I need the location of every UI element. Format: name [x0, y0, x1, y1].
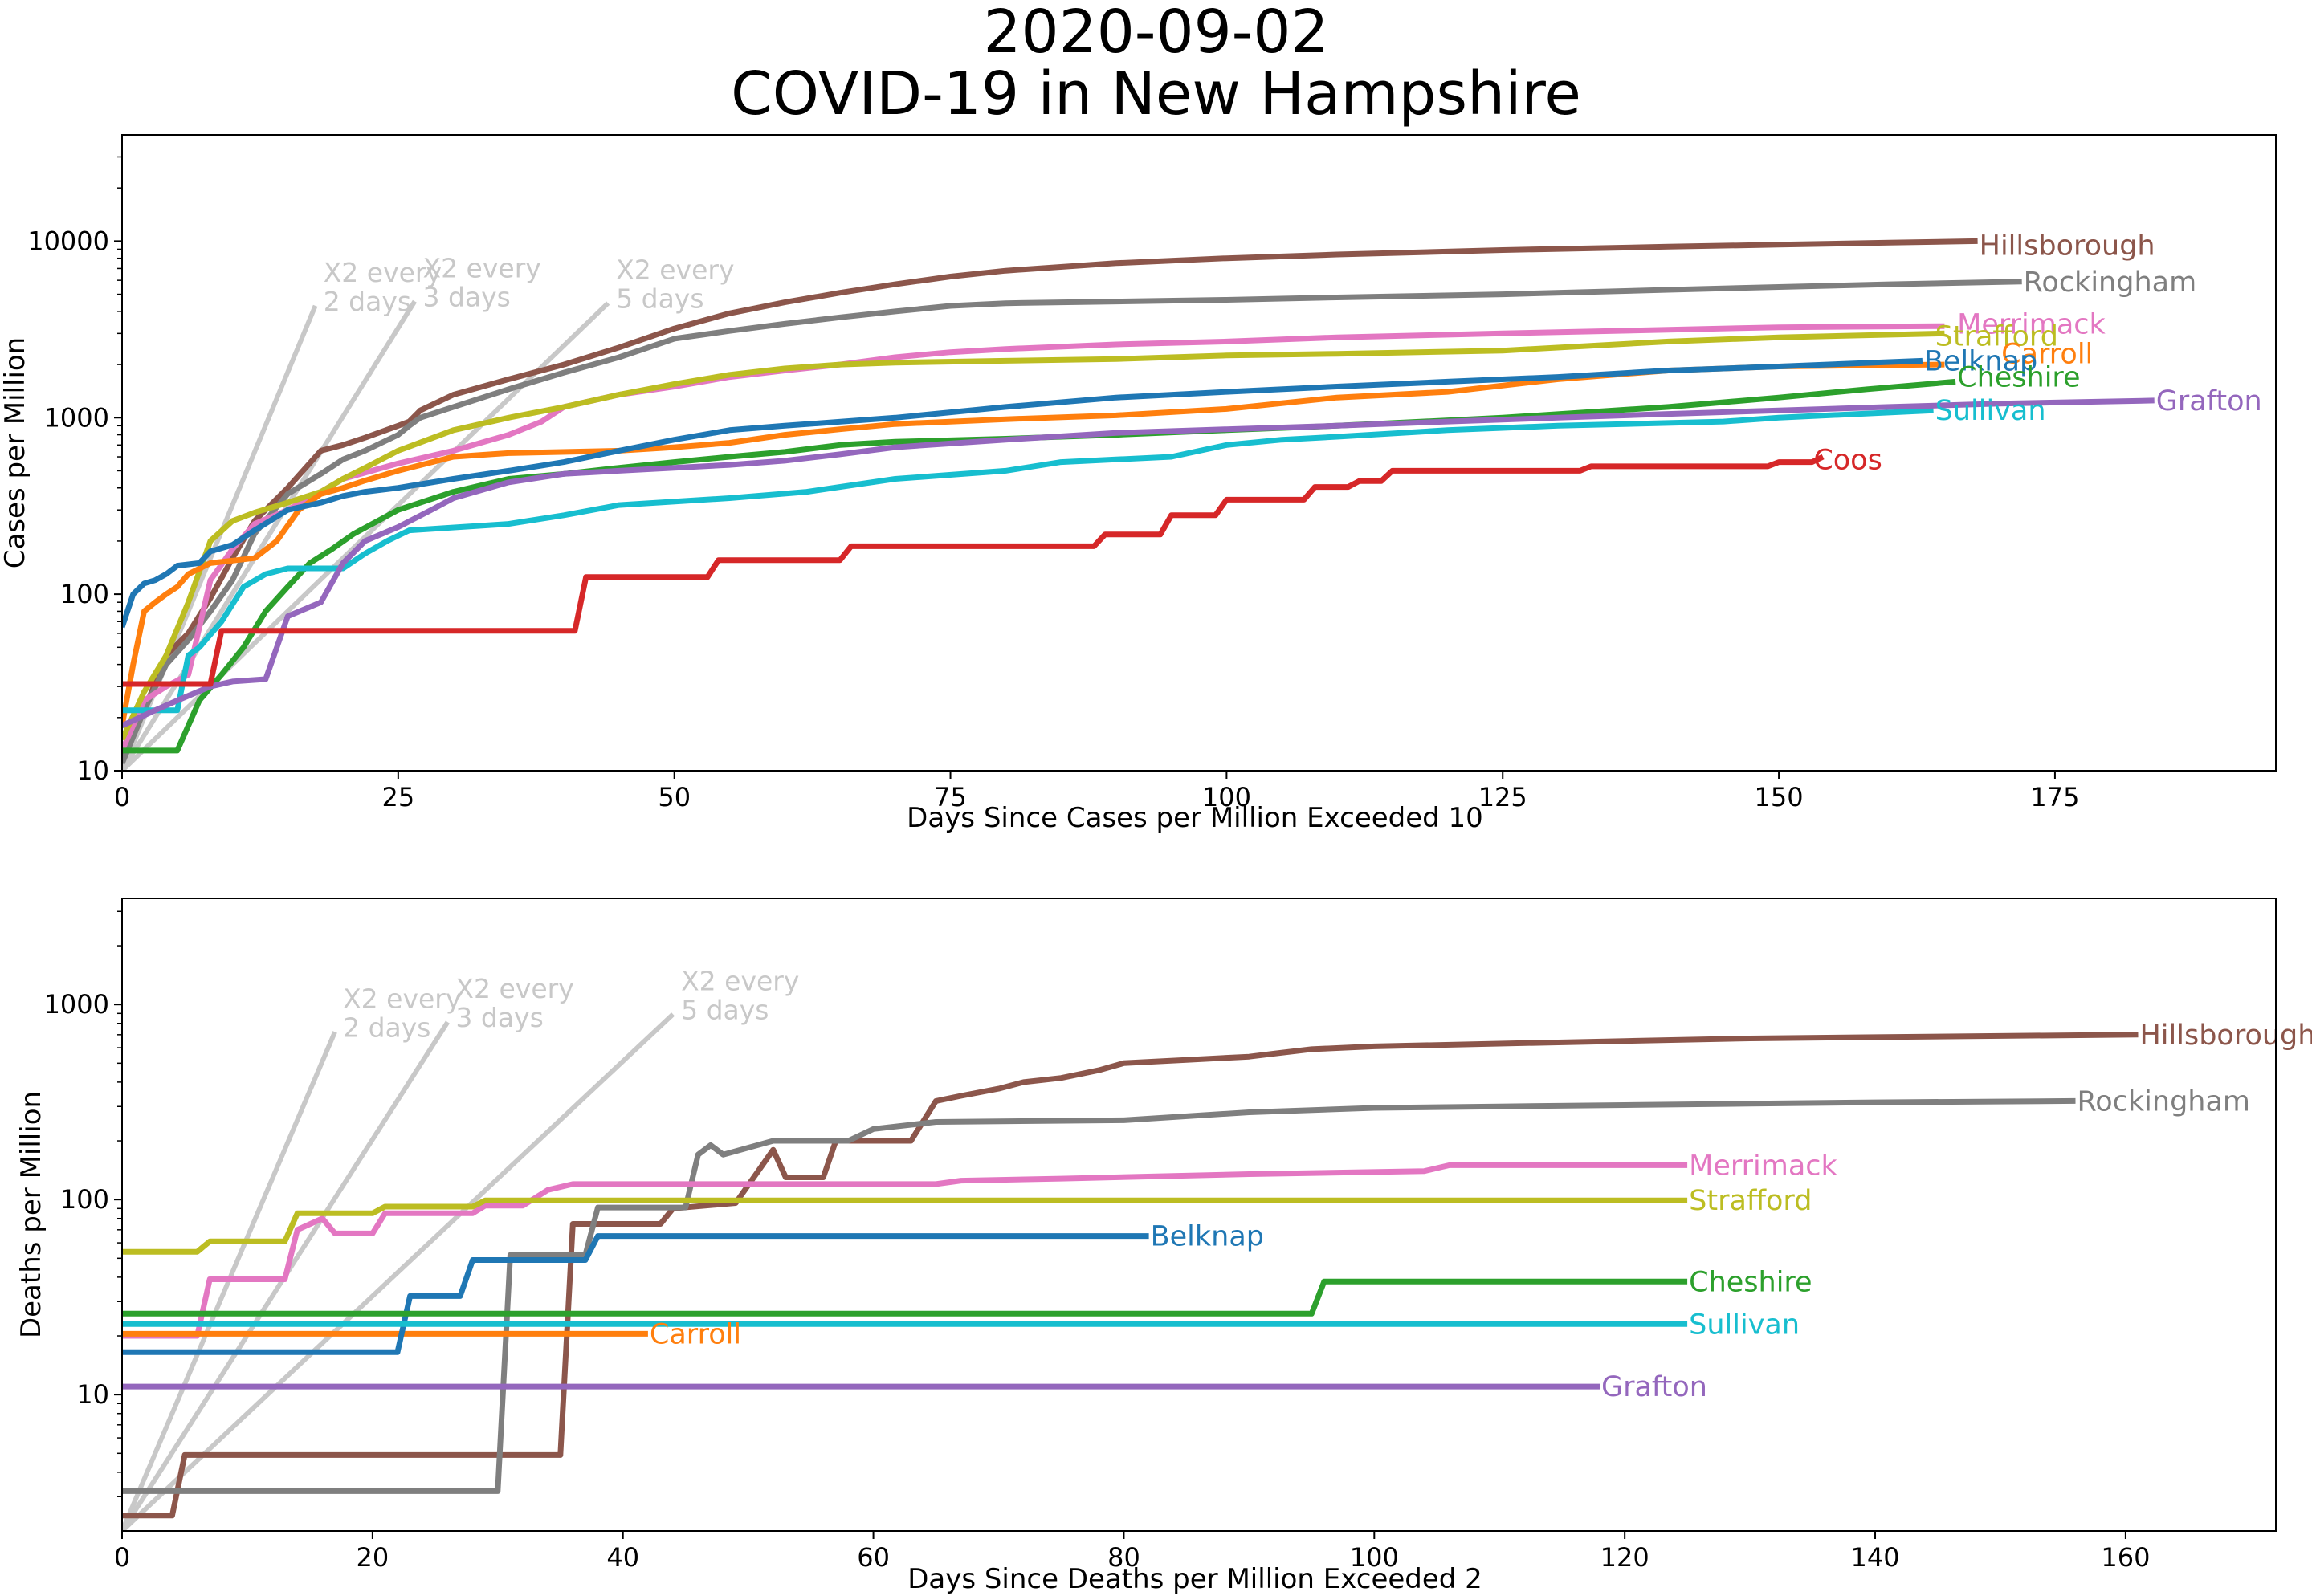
series-line-sullivan	[122, 407, 1934, 714]
series-label-grafton: Grafton	[2156, 385, 2262, 417]
series-label-carroll: Carroll	[2001, 339, 2093, 371]
series-line-cheshire	[122, 1278, 1688, 1317]
x-tick-label: 60	[857, 1542, 890, 1573]
reference-label: 2 days	[343, 1012, 430, 1043]
x-tick-label: 75	[934, 782, 967, 812]
x-tick-label: 140	[1850, 1542, 1899, 1573]
chart-title: COVID-19 in New Hampshire	[731, 59, 1581, 128]
y-tick-label: 100	[60, 1184, 109, 1215]
reference-label: X2 every	[681, 965, 799, 996]
reference-label: 5 days	[681, 994, 769, 1025]
series-label-strafford: Strafford	[1689, 1185, 1812, 1217]
x-tick-label: 0	[114, 782, 130, 812]
reference-label: 2 days	[324, 286, 411, 317]
series-label-cheshire: Cheshire	[1689, 1266, 1812, 1298]
series-line-carroll	[122, 361, 1945, 727]
series-line-belknap	[122, 357, 1923, 629]
series-label-hillsborough: Hillsborough	[1980, 230, 2155, 262]
series-label-sullivan: Sullivan	[1689, 1309, 1800, 1341]
y-tick-label: 10000	[27, 226, 109, 256]
series-label-belknap: Belknap	[1924, 345, 2037, 377]
y-tick-label: 1000	[44, 989, 109, 1020]
y-tick-label: 1000	[44, 402, 109, 433]
series-line-rockingham	[122, 279, 2022, 765]
series-label-belknap: Belknap	[1151, 1221, 1264, 1253]
x-tick-label: 100	[1350, 1542, 1399, 1573]
x-axis-label: Days Since Deaths per Million Exceeded 2	[907, 1563, 1482, 1595]
series-line-merrimack	[122, 1162, 1688, 1339]
series-line-hillsborough	[122, 238, 1978, 759]
reference-label: X2 every	[422, 252, 540, 283]
y-tick-label: 100	[60, 579, 109, 609]
plot-frame	[121, 898, 2277, 1532]
series-line-strafford	[122, 1197, 1688, 1255]
y-tick-label: 10	[76, 1379, 109, 1410]
series-label-coos: Coos	[1813, 444, 1882, 476]
x-tick-label: 40	[606, 1542, 639, 1573]
series-label-grafton: Grafton	[1601, 1371, 1707, 1403]
series-line-hillsborough	[122, 1032, 2139, 1519]
chart-title-date: 2020-09-02	[983, 0, 1329, 67]
series-label-rockingham: Rockingham	[2024, 267, 2197, 299]
y-axis-label: Deaths per Million	[15, 1091, 47, 1338]
x-tick-label: 120	[1600, 1542, 1649, 1573]
x-tick-label: 50	[658, 782, 691, 812]
series-label-merrimack: Merrimack	[1689, 1150, 1837, 1182]
series-label-sullivan: Sullivan	[1935, 395, 2046, 427]
x-tick-label: 160	[2101, 1542, 2150, 1573]
series-lines	[122, 1032, 2139, 1519]
series-lines	[122, 238, 2155, 765]
x-tick-label: 0	[114, 1542, 130, 1573]
reference-line	[122, 299, 418, 771]
series-label-hillsborough: Hillsborough	[2139, 1020, 2312, 1052]
reference-label: 3 days	[422, 281, 510, 312]
reference-label: X2 every	[616, 254, 734, 286]
series-label-rockingham: Rockingham	[2078, 1085, 2251, 1118]
x-tick-label: 25	[381, 782, 414, 812]
series-line-grafton	[122, 397, 2155, 729]
reference-label: 3 days	[455, 1002, 543, 1033]
series-line-rockingham	[122, 1097, 2076, 1494]
x-tick-label: 125	[1478, 782, 1527, 812]
reference-line	[122, 1012, 675, 1531]
series-label-carroll: Carroll	[650, 1318, 741, 1350]
reference-label: X2 every	[343, 983, 461, 1014]
series-label-merrimack: Merrimack	[1957, 308, 2106, 340]
x-tick-label: 175	[2030, 782, 2079, 812]
reference-label: X2 every	[455, 973, 573, 1004]
x-tick-label: 20	[357, 1542, 389, 1573]
x-tick-label: 80	[1107, 1542, 1140, 1573]
series-label-cheshire: Cheshire	[1957, 362, 2080, 394]
series-line-belknap	[122, 1233, 1149, 1355]
reference-label: X2 every	[324, 257, 442, 288]
x-tick-label: 150	[1755, 782, 1804, 812]
series-line-strafford	[122, 330, 1945, 741]
plot-frame	[121, 134, 2277, 772]
series-label-strafford: Strafford	[1935, 321, 2058, 353]
reference-label: 5 days	[616, 283, 703, 315]
x-axis-label: Days Since Cases per Million Exceeded 10	[907, 802, 1483, 834]
y-axis-label: Cases per Million	[0, 337, 31, 569]
series-line-coos	[122, 454, 1825, 687]
x-tick-label: 100	[1202, 782, 1251, 812]
y-tick-label: 10	[76, 755, 109, 786]
